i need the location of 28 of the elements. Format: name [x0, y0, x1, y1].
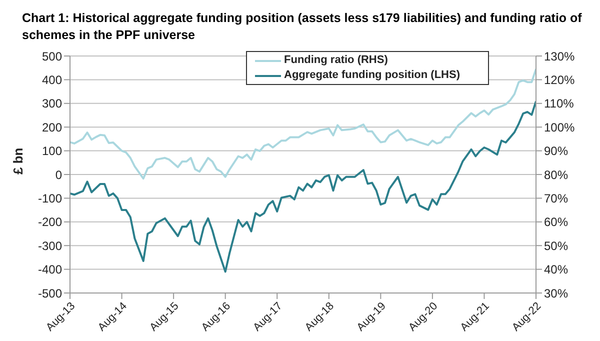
y-tick-label: -400	[38, 262, 62, 277]
y2-tick-label: 60%	[544, 215, 568, 230]
y-tick-label: -100	[38, 191, 62, 206]
y-axis-title: £ bn	[10, 148, 26, 174]
y-tick-label: 100	[42, 144, 62, 158]
y-tick-label: 200	[42, 120, 62, 134]
y2-tick-label: 50%	[544, 238, 568, 253]
y2-tick-label: 100%	[544, 120, 576, 134]
y-tick-label: 0	[55, 168, 62, 182]
y2-tick-label: 80%	[544, 168, 568, 182]
legend-label: Funding ratio (RHS)	[284, 53, 388, 68]
y-tick-label: -200	[38, 215, 62, 230]
y2-tick-label: 90%	[544, 144, 568, 158]
y-tick-label: 400	[42, 72, 62, 87]
chart-title: Chart 1: Historical aggregate funding position (assets less s179 liabilities) and funding ratio of schemes in the PPF universe	[21, 10, 583, 44]
y2-tick-label: 130%	[544, 49, 576, 64]
y2-tick-label: 70%	[544, 191, 568, 206]
y-tick-label: -500	[38, 286, 62, 300]
y-tick-label: -300	[38, 238, 62, 253]
y2-tick-label: 110%	[544, 96, 574, 111]
line-series	[70, 68, 536, 180]
y-tick-label: 500	[42, 49, 62, 64]
y-tick-label: 300	[42, 96, 62, 111]
y2-tick-label: 120%	[544, 72, 576, 87]
y2-tick-label: 40%	[544, 262, 568, 277]
legend-label: Aggregate funding position (LHS)	[284, 68, 460, 83]
line-series	[70, 100, 536, 273]
y2-tick-label: 30%	[544, 286, 568, 300]
